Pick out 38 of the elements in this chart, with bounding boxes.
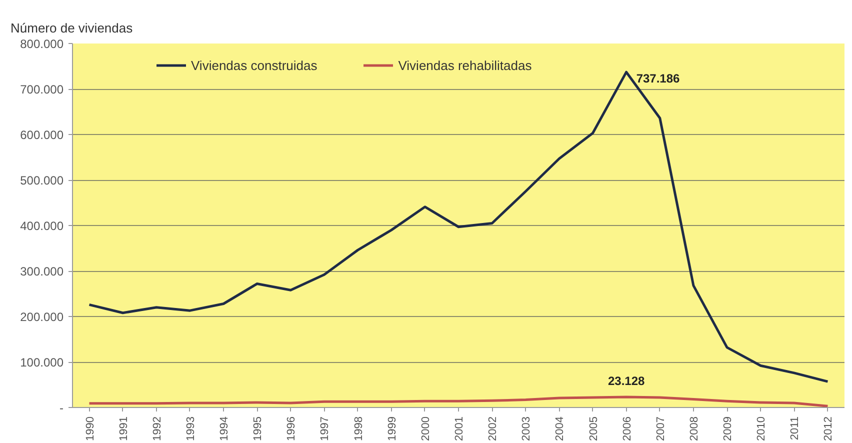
x-tick-label: 1992: [151, 416, 164, 441]
y-tick-label: 700.000: [20, 82, 64, 96]
y-tick-label: 800.000: [20, 37, 64, 51]
x-tick-label: 2009: [722, 416, 734, 441]
x-tick-label: 2010: [756, 416, 768, 441]
legend-label: Viviendas rehabilitadas: [398, 58, 532, 72]
x-tick-label: 2005: [588, 416, 600, 441]
x-tick-label: 2012: [822, 416, 835, 441]
y-tick-label: 600.000: [20, 128, 64, 142]
x-tick-label: 2001: [454, 416, 466, 441]
x-tick-label: 1993: [184, 416, 197, 441]
x-tick-label: 2004: [554, 416, 566, 441]
x-tick-label: 2007: [654, 416, 667, 441]
x-tick-label: 1998: [352, 416, 365, 441]
x-tick-label: 1991: [118, 416, 130, 441]
x-tick-label: 2008: [688, 416, 700, 441]
y-tick-label: 200.000: [20, 310, 64, 324]
line-series: [88, 396, 829, 408]
x-tick-label: 1994: [218, 416, 231, 441]
annotation: 737.186: [636, 72, 680, 86]
x-tick-label: 2011: [789, 416, 802, 440]
x-tick-label: 2002: [487, 416, 500, 441]
x-tick-label: 1990: [84, 416, 96, 441]
annotation: 23.128: [608, 374, 646, 388]
y-tick-label: 100.000: [20, 356, 64, 370]
y-tick-label: 500.000: [20, 174, 64, 188]
x-tick-label: 1996: [286, 416, 298, 441]
x-tick-label: 1997: [319, 416, 332, 441]
x-tick-label: 1995: [252, 416, 264, 441]
y-tick-label: -: [60, 401, 64, 415]
y-tick-label: 400.000: [20, 219, 64, 233]
x-tick-label: 2003: [520, 416, 533, 441]
x-tick-label: 2000: [420, 416, 432, 441]
legend-label: Viviendas construidas: [191, 58, 318, 72]
x-tick-label: 2006: [621, 416, 634, 441]
x-tick-label: 1999: [386, 416, 398, 441]
y-tick-label: 300.000: [20, 264, 64, 278]
y-axis-title: Número de viviendas: [10, 20, 134, 36]
